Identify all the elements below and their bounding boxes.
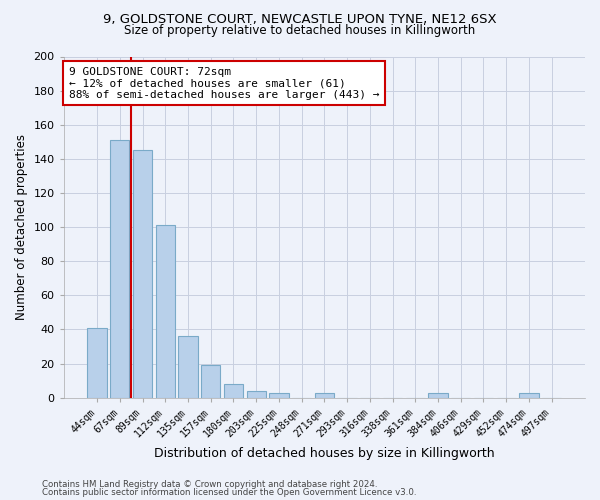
- Bar: [178, 336, 197, 398]
- Y-axis label: Number of detached properties: Number of detached properties: [15, 134, 28, 320]
- Bar: [519, 392, 539, 398]
- Bar: [88, 328, 107, 398]
- Text: 9, GOLDSTONE COURT, NEWCASTLE UPON TYNE, NE12 6SX: 9, GOLDSTONE COURT, NEWCASTLE UPON TYNE,…: [103, 12, 497, 26]
- Text: 9 GOLDSTONE COURT: 72sqm
← 12% of detached houses are smaller (61)
88% of semi-d: 9 GOLDSTONE COURT: 72sqm ← 12% of detach…: [69, 66, 379, 100]
- Bar: [269, 392, 289, 398]
- Text: Size of property relative to detached houses in Killingworth: Size of property relative to detached ho…: [124, 24, 476, 37]
- Text: Contains HM Land Registry data © Crown copyright and database right 2024.: Contains HM Land Registry data © Crown c…: [42, 480, 377, 489]
- Bar: [314, 392, 334, 398]
- Bar: [247, 391, 266, 398]
- Bar: [201, 365, 220, 398]
- Text: Contains public sector information licensed under the Open Government Licence v3: Contains public sector information licen…: [42, 488, 416, 497]
- X-axis label: Distribution of detached houses by size in Killingworth: Distribution of detached houses by size …: [154, 447, 494, 460]
- Bar: [155, 226, 175, 398]
- Bar: [428, 392, 448, 398]
- Bar: [110, 140, 130, 398]
- Bar: [224, 384, 243, 398]
- Bar: [133, 150, 152, 398]
